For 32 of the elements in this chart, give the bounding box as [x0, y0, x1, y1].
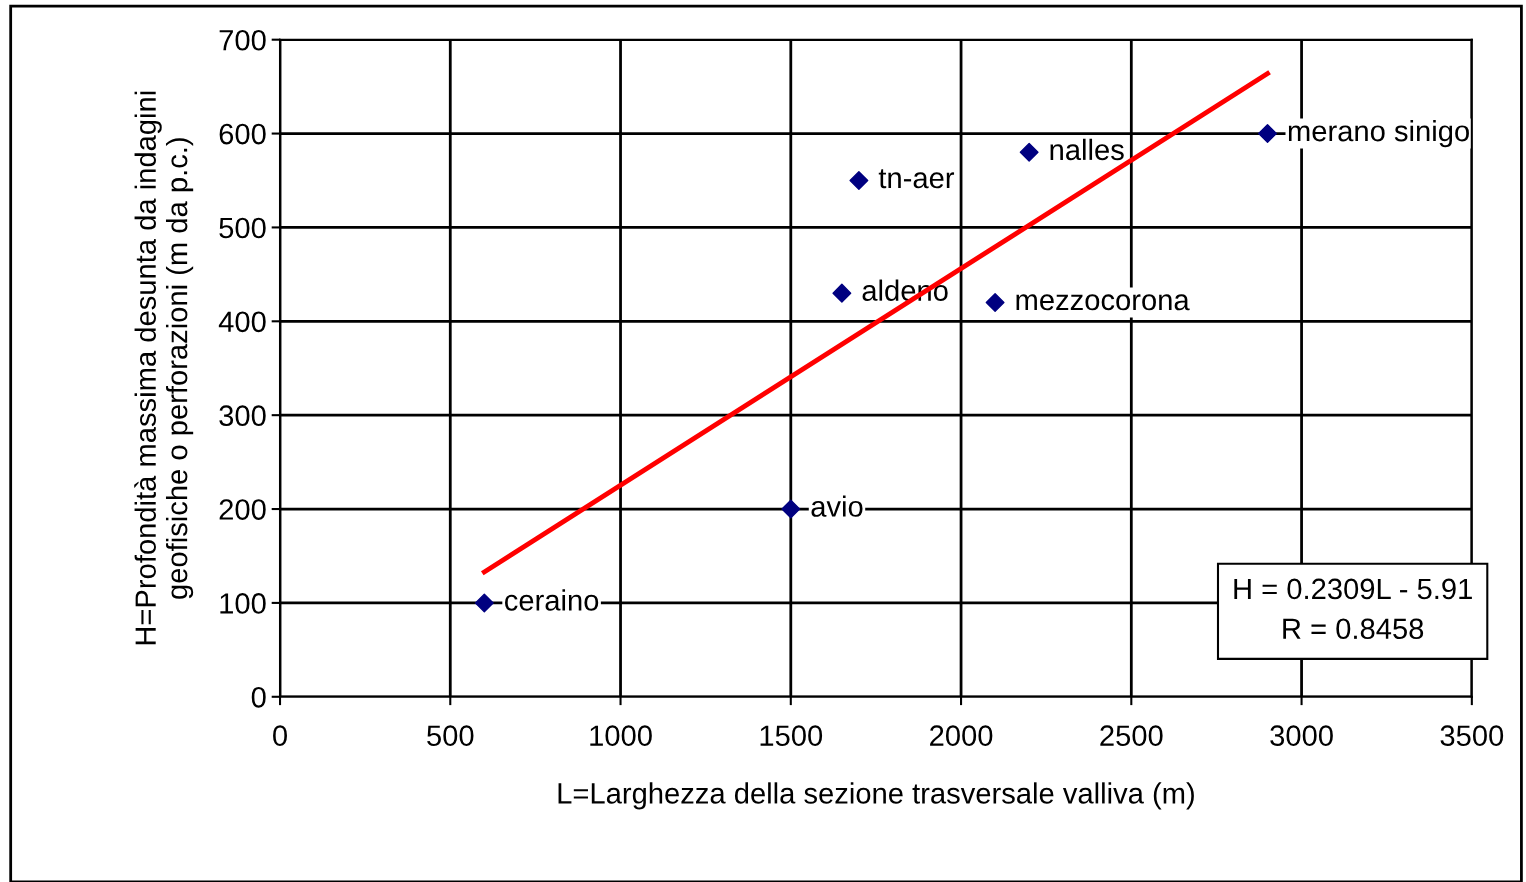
x-tick-label: 0 [273, 725, 287, 746]
x-tick-label: 3500 [1440, 725, 1504, 746]
y-tick-label: 300 [219, 405, 266, 427]
y-tick-label: 700 [219, 29, 266, 51]
y-tick-label: 500 [219, 217, 266, 239]
x-tick-label: 1000 [590, 725, 652, 746]
y-axis-title: H=Profondità massima desunta da indagini geofisiche o perforazioni (m da p.c.) [134, 91, 194, 645]
x-tick-label: 3000 [1270, 725, 1333, 746]
y-tick-label: 0 [251, 686, 266, 708]
x-tick-label: 2500 [1100, 725, 1163, 746]
point [985, 293, 1005, 313]
y-tick-label: 200 [219, 499, 266, 520]
y-tick-label: 600 [219, 123, 266, 145]
annotation: nalles [1050, 138, 1124, 161]
y-tick-label: 100 [220, 593, 266, 614]
annotation: ceraino [505, 589, 599, 611]
x-tick-label: 500 [427, 725, 474, 746]
annotation: merano sinigo [1288, 119, 1469, 148]
point [832, 283, 852, 303]
point [474, 593, 494, 613]
x-tick-label: 1500 [760, 725, 823, 746]
annotation: H = 0.2309L - 5.91 R = 0.8458 [1234, 578, 1472, 640]
y-tick-label: 400 [218, 311, 266, 333]
point [849, 171, 869, 190]
x-tick-label: 2000 [930, 725, 993, 746]
point [781, 499, 801, 519]
x-axis-title: L=Larghezza della sezione trasversale valliva (m) [558, 782, 1194, 810]
annotation: tn-aer [878, 169, 955, 189]
point [1258, 124, 1277, 144]
point [1019, 142, 1039, 162]
annotation: avio [811, 495, 863, 517]
annotation: mezzocorona [1016, 294, 1190, 311]
